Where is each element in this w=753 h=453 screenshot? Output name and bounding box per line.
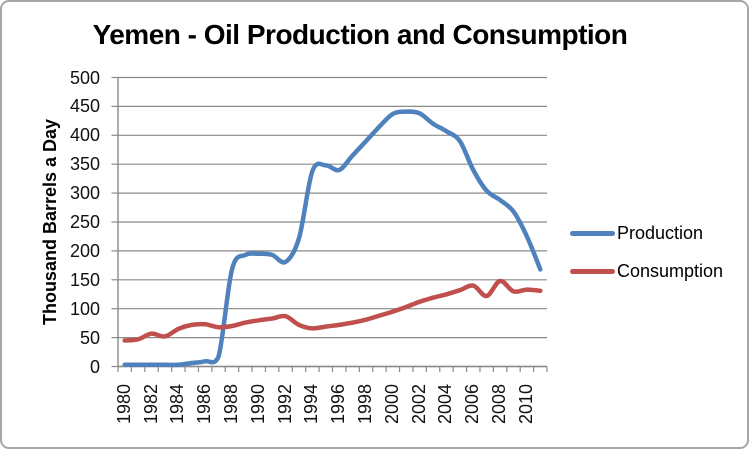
y-tick-label: 100	[69, 298, 100, 319]
x-tick-label: 2008	[489, 383, 510, 424]
legend-item-consumption: Consumption	[570, 260, 723, 282]
x-tick-label: 1986	[194, 383, 215, 424]
x-tick-label: 2006	[462, 383, 483, 424]
y-tick-label: 0	[89, 356, 100, 377]
x-tick-label: 2004	[435, 383, 456, 424]
consumption-line-swatch	[570, 268, 615, 274]
x-tick-label: 1998	[355, 383, 376, 424]
x-tick-label: 1984	[167, 383, 188, 424]
x-tick-label: 2010	[515, 383, 536, 424]
y-tick-label: 450	[69, 96, 100, 117]
x-tick-label: 1992	[274, 383, 295, 424]
chart-title: Yemen - Oil Production and Consumption	[92, 19, 628, 50]
x-tick-label: 1994	[301, 383, 322, 424]
y-tick-label: 250	[69, 212, 100, 232]
y-tick-label: 500	[69, 67, 100, 88]
x-tick-label: 2000	[381, 383, 402, 424]
legend-label-production: Production	[617, 222, 704, 243]
y-tick-label: 200	[69, 240, 100, 261]
production-line	[122, 109, 543, 368]
legend-label-consumption: Consumption	[617, 260, 724, 281]
y-tick-label: 150	[69, 269, 100, 290]
x-tick-label: 1980	[113, 383, 134, 424]
x-tick-label: 1990	[247, 383, 268, 424]
y-tick-label: 350	[69, 154, 100, 175]
y-tick-label: 300	[69, 183, 100, 204]
x-tick-label: 1996	[328, 383, 349, 424]
production-line-swatch	[570, 230, 615, 236]
y-tick-label: 50	[79, 327, 100, 348]
y-tick-label: 400	[69, 125, 100, 146]
x-tick-label: 2002	[408, 383, 429, 424]
x-tick-label: 1988	[220, 383, 241, 424]
y-axis-title: Thousand Barrels a Day	[40, 118, 60, 326]
consumption-line	[122, 278, 543, 343]
legend-item-production: Production	[570, 222, 703, 244]
x-tick-label: 1982	[140, 383, 161, 424]
